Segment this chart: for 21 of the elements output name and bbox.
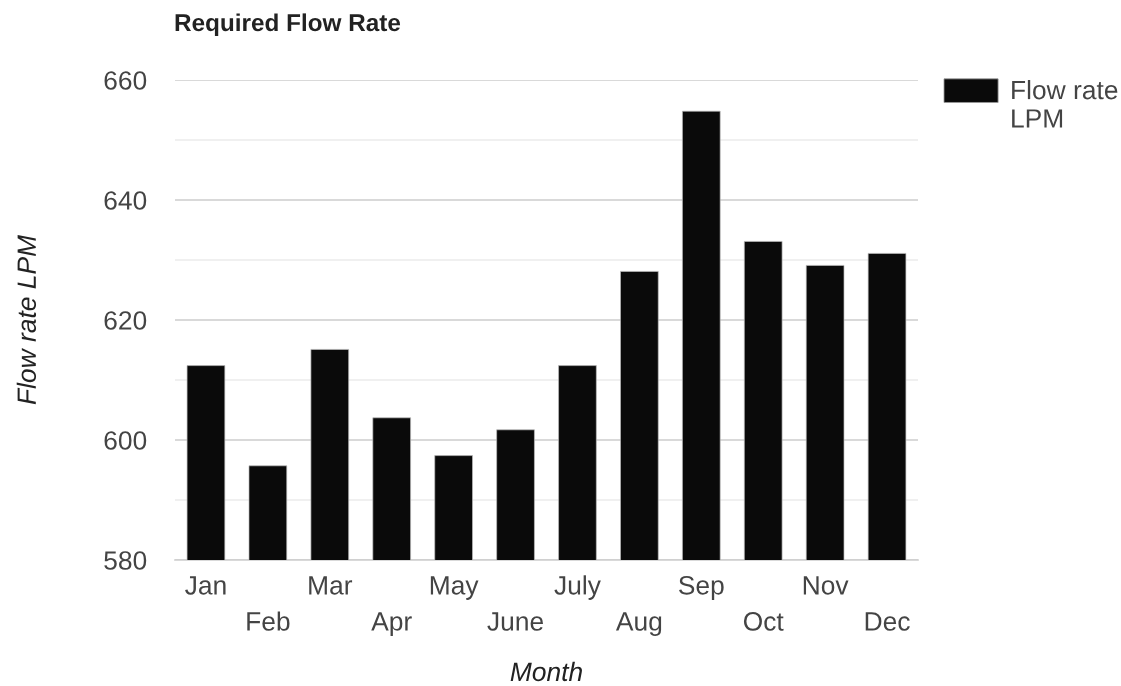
- x-tick-label: Feb: [247, 611, 290, 631]
- x-tick-label: Sep: [679, 575, 724, 600]
- x-tick-label: Apr: [371, 612, 412, 636]
- x-tick-label: May: [430, 576, 479, 600]
- x-tick-label: Jan: [185, 576, 226, 595]
- y-tick-label: 640: [104, 191, 147, 210]
- x-tick-label: Aug: [615, 612, 662, 636]
- chart-title: Required Flow Rate: [175, 13, 401, 37]
- x-axis-title: Month: [510, 661, 582, 682]
- x-tick-label: Mar: [309, 576, 353, 595]
- x-tick-label: Dec: [865, 612, 910, 631]
- legend-label: Flow rate LPM: [1012, 80, 1118, 128]
- x-tick-label: June: [487, 612, 543, 631]
- x-tick-label: July: [554, 575, 601, 600]
- y-tick-label: 580: [104, 551, 147, 570]
- y-axis-title: Flow rate LPM: [16, 234, 37, 405]
- y-tick-label: 620: [104, 311, 147, 330]
- y-tick-label: 660: [104, 71, 147, 90]
- x-tick-label: Nov: [803, 576, 849, 595]
- x-tick-label: Oct: [743, 612, 784, 631]
- y-tick-label: 600: [104, 431, 147, 450]
